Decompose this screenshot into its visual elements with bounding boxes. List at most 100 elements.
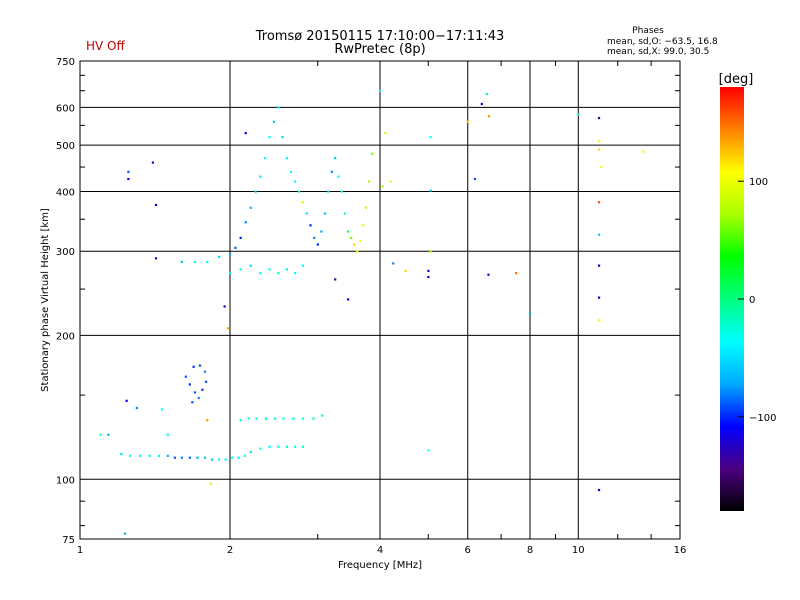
- echo-point: [206, 419, 209, 422]
- plot-frame: [79, 60, 681, 540]
- echo-point: [249, 264, 252, 267]
- plot-title: Tromsø 20150115 17:10:00−17:11:43: [255, 29, 505, 44]
- echo-point: [223, 305, 226, 308]
- echo-point: [107, 433, 110, 436]
- echo-point: [247, 417, 250, 420]
- echo-point: [154, 257, 158, 260]
- phase-stats-x: mean, sd,X: 99.0, 30.5: [607, 47, 709, 57]
- echo-point: [427, 449, 430, 452]
- echo-point: [285, 157, 288, 160]
- echo-point: [249, 206, 252, 209]
- x-tick-label: 10: [572, 545, 585, 556]
- echo-point: [389, 180, 392, 183]
- echo-point: [239, 419, 242, 422]
- echo-point: [217, 458, 221, 461]
- echo-point: [125, 399, 128, 402]
- x-axis-label: Frequency [MHz]: [338, 560, 422, 571]
- hv-status-label: HV Off: [86, 39, 125, 53]
- echo-point: [234, 246, 237, 249]
- echo-point: [597, 201, 601, 204]
- echo-point: [404, 269, 407, 272]
- echo-point: [301, 417, 305, 420]
- echo-point: [268, 268, 271, 271]
- y-tick-label: 500: [56, 141, 75, 152]
- echo-point: [597, 233, 601, 236]
- echo-point: [259, 447, 262, 450]
- colorbar-tick-label: −100: [749, 413, 776, 424]
- echo-point: [327, 190, 330, 193]
- x-tick-label: 6: [465, 545, 471, 556]
- echo-point: [198, 364, 202, 367]
- echo-point: [309, 224, 312, 227]
- y-tick-label: 100: [56, 475, 75, 486]
- echo-point: [320, 230, 323, 233]
- echo-point: [263, 157, 267, 160]
- echo-point: [282, 417, 285, 420]
- echo-point: [281, 136, 284, 139]
- echo-point: [254, 190, 257, 193]
- echo-point: [209, 482, 212, 485]
- echo-point: [285, 445, 288, 448]
- echo-point: [188, 456, 191, 459]
- echo-point: [237, 456, 240, 459]
- echo-point: [340, 190, 343, 193]
- echo-point: [135, 406, 138, 410]
- colorbar-tick-label: 0: [749, 295, 755, 306]
- echo-point: [356, 250, 359, 253]
- echo-point: [239, 268, 242, 271]
- echo-point: [350, 236, 353, 240]
- echo-point: [371, 152, 374, 155]
- echo-point: [427, 275, 430, 279]
- echo-point: [485, 92, 488, 96]
- echo-point: [129, 454, 132, 457]
- echo-point: [292, 417, 295, 420]
- echo-point: [224, 458, 227, 461]
- echo-point: [127, 170, 130, 173]
- plot-subtitle: RwPretec (8p): [334, 42, 425, 57]
- echo-point: [259, 175, 262, 178]
- echo-point: [289, 170, 293, 173]
- echo-point: [301, 201, 305, 204]
- echo-point: [264, 417, 268, 420]
- echo-point: [229, 272, 232, 275]
- echo-point: [203, 456, 206, 459]
- echo-point: [529, 312, 532, 315]
- echo-point: [305, 212, 308, 215]
- echo-point: [255, 417, 258, 420]
- echo-point: [192, 365, 195, 368]
- echo-point: [313, 236, 316, 240]
- echo-point: [285, 268, 288, 271]
- echo-point: [217, 255, 221, 259]
- echo-point: [515, 272, 518, 275]
- echo-point: [312, 417, 315, 420]
- echo-point: [334, 157, 337, 160]
- echo-point: [362, 224, 365, 227]
- echo-point: [365, 206, 368, 209]
- echo-point: [293, 272, 297, 275]
- echo-point: [210, 458, 214, 461]
- echo-point: [367, 180, 371, 183]
- echo-point: [488, 115, 491, 118]
- echo-point: [273, 417, 276, 420]
- phase-stats-o: mean, sd,O: −63.5, 16.8: [607, 37, 718, 47]
- echo-point: [337, 175, 340, 178]
- echo-point: [321, 414, 324, 417]
- echo-point: [466, 120, 469, 123]
- echo-point: [277, 445, 280, 448]
- echo-points: [99, 89, 645, 535]
- echo-point: [201, 388, 204, 391]
- echo-point: [229, 253, 232, 256]
- y-tick-label: 400: [56, 187, 75, 198]
- echo-point: [293, 445, 297, 448]
- echo-point: [268, 445, 271, 448]
- echo-point: [293, 180, 297, 183]
- echo-point: [642, 150, 645, 153]
- echo-point: [249, 451, 252, 454]
- echo-point: [343, 212, 347, 215]
- echo-point: [244, 221, 247, 224]
- echo-point: [316, 243, 319, 246]
- echo-point: [160, 408, 164, 411]
- echo-point: [166, 454, 169, 457]
- echo-point: [154, 203, 158, 207]
